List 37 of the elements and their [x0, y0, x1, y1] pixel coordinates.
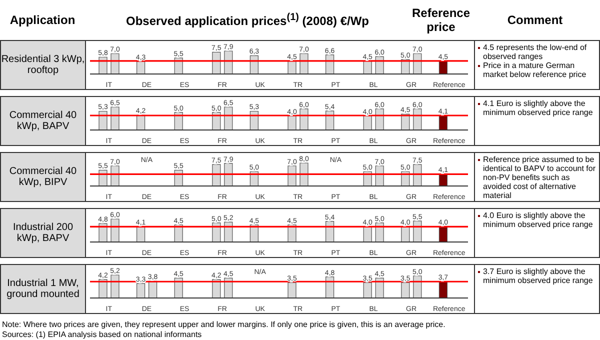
bar: [136, 61, 146, 74]
bar: [98, 223, 108, 242]
bar: [110, 166, 120, 186]
source-note: Sources: (1) EPIA analysis based on national informants: [2, 330, 202, 339]
text: 4.0 Euro is slightly above the minimum observed price range: [483, 211, 594, 229]
text: Reference price: [412, 6, 470, 34]
text: Note: Where two prices are given, they represent upper and lower margins. If only one price is given, this is an average price.: [2, 320, 446, 329]
text: Commercial 40 kWp, BAPV: [8, 110, 78, 132]
bar: [98, 56, 108, 74]
bar: [110, 106, 120, 130]
text: Industrial 1 MW, ground mounted: [6, 278, 80, 300]
text: 3.7 Euro is slightly above the minimum observed price range: [483, 267, 594, 285]
text: Reference price assumed to be identical to BAPV to account for non-PV benefits such as avoided cost of alternative material: [483, 155, 596, 200]
bar: [288, 282, 296, 298]
bar: [300, 162, 308, 186]
bar: [288, 116, 296, 130]
text: Commercial 40 kWp, BIPV: [8, 166, 78, 188]
bar: [288, 166, 296, 186]
bar: [363, 282, 372, 298]
bar: [110, 53, 120, 74]
text: Price in a mature German market below reference price: [483, 61, 588, 79]
bar: [98, 279, 108, 298]
text: Application: [10, 13, 76, 27]
text: Residential 3 kWp, rooftop: [1, 54, 85, 76]
bar: [401, 282, 410, 298]
bar: [136, 283, 146, 298]
bar: [288, 224, 296, 242]
bar: [98, 170, 108, 186]
bar: [110, 218, 120, 242]
bar: [300, 53, 308, 74]
bar: [110, 274, 120, 298]
text: Observed application prices$^{(1)}$ (2008) €/Wp: [126, 12, 369, 28]
bar: [288, 60, 296, 74]
text: Industrial 200 kWp, BAPV: [12, 222, 74, 244]
text: 4.5 represents the low-end of observed ranges: [483, 43, 588, 61]
text: Comment: [507, 13, 563, 27]
text: 4.1 Euro is slightly above the minimum observed price range: [483, 99, 594, 117]
